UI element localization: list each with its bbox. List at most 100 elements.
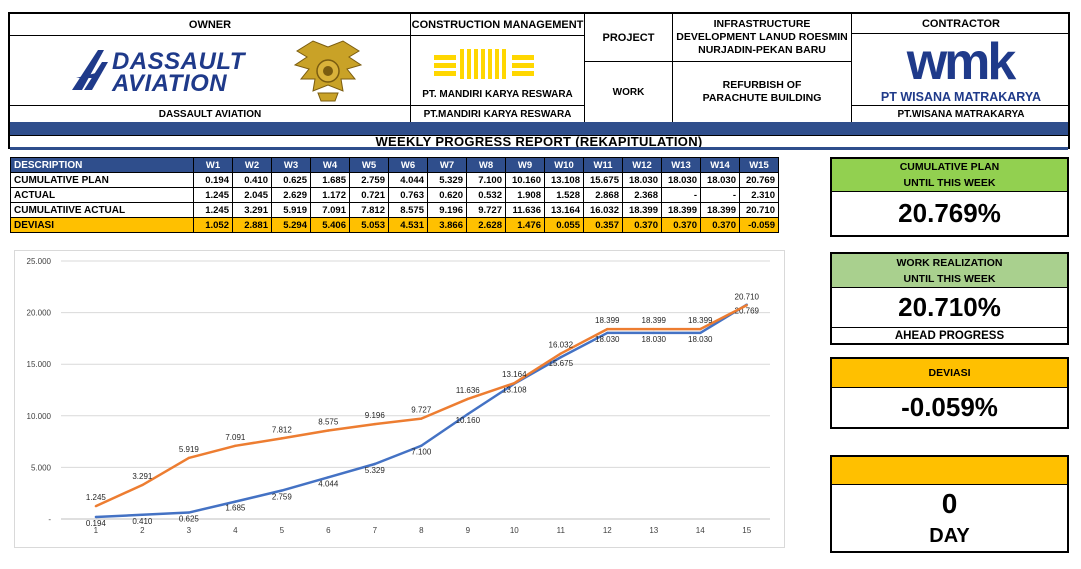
day-card: 0 DAY xyxy=(830,455,1069,553)
table-cell: 5.053 xyxy=(349,217,389,233)
data-point xyxy=(187,511,191,514)
x-tick-label: 11 xyxy=(557,526,566,535)
data-label: 20.710 xyxy=(735,292,760,301)
table-cell: 1.245 xyxy=(193,202,233,218)
table-cell: 20.769 xyxy=(739,172,779,188)
data-point xyxy=(513,381,516,385)
table-cell: 0.620 xyxy=(427,187,467,203)
table-cell: 2.759 xyxy=(349,172,389,188)
table-cell: 18.399 xyxy=(661,202,701,218)
table-cell: 1.476 xyxy=(505,217,545,233)
day-value: 0 xyxy=(941,488,958,519)
table-header-row: DESCRIPTION W1 W2 W3 W4 W5 W6 W7 W8 W9 W… xyxy=(10,157,779,173)
table-cell: 0.410 xyxy=(232,172,272,188)
y-tick-label: 15.000 xyxy=(27,360,52,369)
table-cell: 0.721 xyxy=(349,187,389,203)
table-row: CUMULATIIVE ACTUAL 1.245 3.291 5.919 7.091 7.… xyxy=(10,202,779,218)
table-cell: 15.675 xyxy=(583,172,623,188)
week-header: W3 xyxy=(271,157,311,173)
week-header: W11 xyxy=(583,157,623,173)
data-point xyxy=(652,331,655,335)
x-tick-label: 5 xyxy=(280,526,285,535)
data-point xyxy=(373,422,377,426)
data-label: 18.399 xyxy=(688,316,713,325)
mandiri-logo-icon xyxy=(434,47,554,83)
table-cell: 8.575 xyxy=(388,202,428,218)
data-point xyxy=(420,444,423,447)
table-cell: 0.763 xyxy=(388,187,428,203)
table-cell: 5.329 xyxy=(427,172,467,188)
table-cell: 18.399 xyxy=(622,202,662,218)
table-cell: 16.032 xyxy=(583,202,623,218)
table-cell: 0.625 xyxy=(271,172,311,188)
work-realization-line2: UNTIL THIS WEEK xyxy=(903,272,996,285)
table-cell: 3.866 xyxy=(427,217,467,233)
week-header: W10 xyxy=(544,157,584,173)
data-label: 20.769 xyxy=(735,307,760,316)
week-header: W6 xyxy=(388,157,428,173)
data-point xyxy=(280,489,284,492)
data-point xyxy=(420,417,423,420)
week-header: W5 xyxy=(349,157,389,173)
x-tick-label: 2 xyxy=(140,526,145,535)
day-unit: DAY xyxy=(929,524,970,547)
x-tick-label: 3 xyxy=(187,526,192,535)
table-cell: 11.636 xyxy=(505,202,545,218)
data-point xyxy=(94,515,98,519)
x-tick-label: 7 xyxy=(373,526,378,535)
cumulative-plan-line1: CUMULATIVE PLAN xyxy=(899,161,1000,173)
data-point xyxy=(234,500,237,503)
y-tick-label: 25.000 xyxy=(27,257,52,266)
work-realization-value: 20.710% xyxy=(832,288,1067,328)
table-cell: 1.172 xyxy=(310,187,350,203)
data-label: 2.759 xyxy=(272,493,293,502)
data-point xyxy=(745,304,748,307)
data-label: 15.675 xyxy=(549,359,574,368)
table-cell: 18.030 xyxy=(622,172,662,188)
construction-management-name: PT.MANDIRI KARYA RESWARA xyxy=(411,105,584,122)
data-point xyxy=(327,429,330,432)
week-header: W12 xyxy=(622,157,662,173)
table-cell: 0.370 xyxy=(700,217,740,233)
y-tick-label: 10.000 xyxy=(27,412,52,421)
data-label: 5.919 xyxy=(179,445,200,454)
table-cell: 18.399 xyxy=(700,202,740,218)
deviasi-value: -0.059% xyxy=(901,392,998,422)
day-header xyxy=(832,457,1067,485)
table-cell: 7.100 xyxy=(466,172,506,188)
divider xyxy=(672,14,673,122)
table-cell: 2.368 xyxy=(622,187,662,203)
data-label: 18.030 xyxy=(688,335,713,344)
x-tick-label: 8 xyxy=(419,526,424,535)
week-header: W4 xyxy=(310,157,350,173)
cumulative-plan-value: 20.769% xyxy=(898,198,1001,228)
wmk-logo-subtitle: PT WISANA MATRAKARYA xyxy=(880,90,1042,104)
deviasi-card: DEVIASI -0.059% xyxy=(830,357,1069,429)
table-cell: 7.091 xyxy=(310,202,350,218)
dassault-logo: DASSAULT AVIATION xyxy=(70,48,270,98)
table-cell: 13.108 xyxy=(544,172,584,188)
data-label: 0.625 xyxy=(179,515,200,524)
table-cell: 0.055 xyxy=(544,217,584,233)
y-tick-label: 20.000 xyxy=(27,309,52,318)
divider xyxy=(584,14,585,122)
table-cell: 20.710 xyxy=(739,202,779,218)
table-cell: 5.294 xyxy=(271,217,311,233)
table-cell: 2.629 xyxy=(271,187,311,203)
data-label: 11.636 xyxy=(456,386,480,395)
dassault-logo-line1: DASSAULT xyxy=(112,48,245,75)
data-label: 18.030 xyxy=(595,335,620,344)
table-cell: 2.045 xyxy=(232,187,272,203)
progress-table: DESCRIPTION W1 W2 W3 W4 W5 W6 W7 W8 W9 W… xyxy=(10,157,779,233)
wmk-logo: wmk xyxy=(906,33,1017,91)
data-point xyxy=(699,331,702,335)
y-tick-label: - xyxy=(48,515,51,524)
table-cell: 5.919 xyxy=(271,202,311,218)
data-label: 13.108 xyxy=(502,386,527,395)
table-cell: 2.310 xyxy=(739,187,779,203)
table-cell: 1.685 xyxy=(310,172,350,188)
week-header: W1 xyxy=(193,157,233,173)
data-point xyxy=(141,483,144,487)
x-tick-label: 1 xyxy=(94,526,99,535)
